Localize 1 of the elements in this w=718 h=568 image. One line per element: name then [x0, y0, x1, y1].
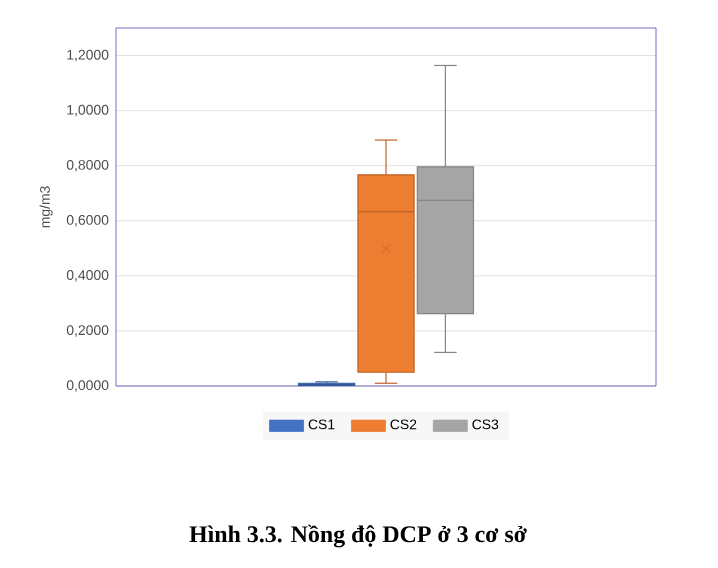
text: Hình 3.3. Nồng độ DCP ở 3 cơ sở	[189, 524, 527, 548]
